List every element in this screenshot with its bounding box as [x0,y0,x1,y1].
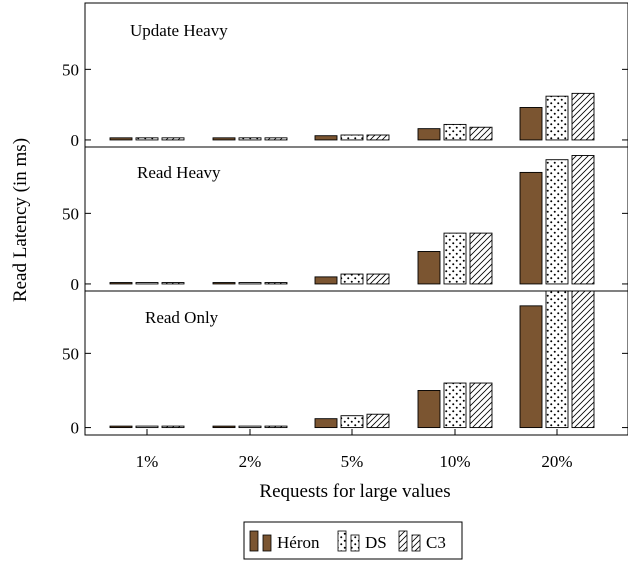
y-tick-label: 0 [71,275,80,294]
bar [264,282,288,285]
bar [545,159,569,285]
bar [469,382,493,429]
bar [340,273,364,285]
bar [314,135,338,141]
legend-label: C3 [426,533,446,552]
x-tick-label: 20% [541,452,572,471]
bar [545,95,569,141]
y-tick-label: 50 [62,344,79,363]
y-tick-label: 50 [62,60,79,79]
bar [417,251,441,285]
bar [469,232,493,285]
legend-swatch [398,530,408,552]
bar [212,425,236,429]
x-axis-label: Requests for large values [259,481,450,502]
bar [109,137,133,141]
y-tick-label: 0 [71,419,80,438]
plot-area: 0 50 Update Heavy 0 50 Read Heavy 0 50 Read Only… [62,2,628,471]
bar [545,290,569,429]
bar [340,134,364,141]
bar [161,282,185,285]
legend-label: Héron [277,533,320,552]
legend-swatch [337,530,347,552]
bar [238,137,262,141]
bar [519,305,543,429]
bar [366,413,390,429]
bar [109,282,133,285]
bar [519,171,543,285]
bar [135,137,159,141]
legend-swatch [350,534,360,552]
legend-swatch [411,534,421,552]
bar [135,282,159,285]
panel-title: Update Heavy [130,21,228,40]
x-tick-label: 2% [239,452,262,471]
bar [212,137,236,141]
bar [443,232,467,285]
bar [340,415,364,429]
bar [417,128,441,141]
bar [443,382,467,429]
bar [161,425,185,429]
y-tick-label: 0 [71,131,80,150]
panel-title: Read Heavy [137,163,221,182]
bar [571,155,595,285]
bar [238,282,262,285]
panel-frame [84,290,628,436]
bar [238,425,262,429]
legend-swatch [249,530,259,552]
legend: Héron DS C3 [243,521,463,560]
bar [264,137,288,141]
bar [443,123,467,141]
legend-swatch [262,534,272,552]
bar [366,134,390,141]
x-tick-label: 5% [341,452,364,471]
bar [109,425,133,429]
bar [314,418,338,429]
y-axis-label: Read Latency (in ms) [10,138,31,302]
panel-title: Read Only [145,308,219,327]
bar [519,107,543,141]
bar [571,92,595,141]
bar [469,126,493,141]
y-tick-label: 50 [62,204,79,223]
bar [135,425,159,429]
bar [314,276,338,285]
bar [366,273,390,285]
x-tick-label: 1% [136,452,159,471]
bar [212,282,236,285]
bar [417,390,441,429]
bar [161,137,185,141]
legend-label: DS [365,533,387,552]
bar [571,290,595,429]
x-tick-label: 10% [439,452,470,471]
bar [264,425,288,429]
